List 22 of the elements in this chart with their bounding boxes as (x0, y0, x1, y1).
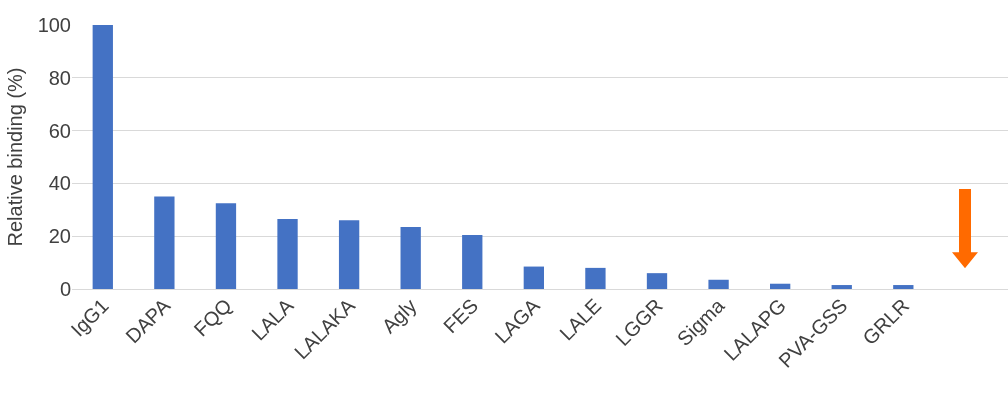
bar (215, 203, 237, 289)
bar (770, 283, 791, 289)
bar (338, 220, 360, 289)
y-tick-label: 20 (48, 225, 71, 248)
bar (277, 219, 298, 289)
bar (646, 273, 668, 289)
y-tick-label: 100 (37, 14, 71, 36)
bar (523, 266, 544, 289)
bar (462, 234, 483, 289)
y-tick-label: 80 (48, 66, 71, 89)
y-axis-title: Relative binding (%) (4, 67, 26, 247)
x-tick-label: FES (439, 294, 483, 338)
bar (708, 279, 729, 289)
bar (893, 285, 914, 289)
y-tick-label: 60 (48, 119, 71, 142)
bar (831, 285, 852, 289)
bar (400, 226, 421, 289)
bar (154, 196, 175, 289)
y-tick-label: 0 (59, 278, 71, 300)
bar (92, 25, 113, 289)
y-tick-label: 40 (48, 172, 71, 195)
bar (585, 267, 606, 289)
